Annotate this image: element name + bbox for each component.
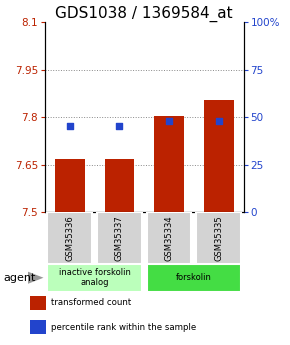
Text: inactive forskolin
analog: inactive forskolin analog [59,268,130,287]
Polygon shape [28,272,44,284]
Point [68,123,72,129]
Bar [30,320,46,334]
Bar [147,212,191,264]
Bar [48,264,142,292]
Bar [147,264,241,292]
Text: percentile rank within the sample: percentile rank within the sample [51,323,196,332]
Text: agent: agent [3,273,35,283]
Text: GSM35334: GSM35334 [165,215,174,261]
Bar [154,116,184,212]
Bar [30,296,46,310]
Text: forskolin: forskolin [176,273,212,282]
Bar [204,100,234,212]
Text: GSM35336: GSM35336 [65,215,74,261]
Bar [104,159,134,212]
Bar [48,212,92,264]
Point [117,123,122,129]
Bar [55,159,85,212]
Title: GDS1038 / 1369584_at: GDS1038 / 1369584_at [55,6,233,22]
Point [167,118,171,124]
Bar [97,212,142,264]
Bar [196,212,241,264]
Text: GSM35337: GSM35337 [115,215,124,261]
Point [216,118,221,124]
Text: transformed count: transformed count [51,298,131,307]
Text: GSM35335: GSM35335 [214,215,223,261]
